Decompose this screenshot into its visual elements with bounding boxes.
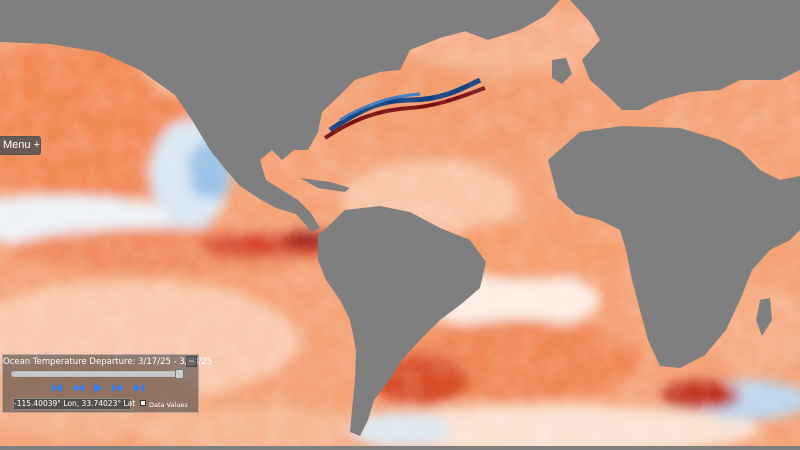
timeline-slider[interactable] [11, 369, 184, 379]
timeline-panel: Ocean Temperature Departure: 3/17/25 - 3… [2, 354, 213, 413]
data-values-label: Data Values [149, 401, 188, 409]
collapse-panel-button[interactable]: − [186, 356, 197, 367]
timeline-progress [12, 372, 179, 376]
rewind-icon[interactable] [71, 381, 85, 395]
fast-forward-icon[interactable] [111, 381, 125, 395]
skip-to-end-icon[interactable] [132, 381, 146, 395]
playback-controls [3, 381, 193, 395]
menu-button[interactable]: Menu + [0, 136, 41, 155]
play-icon[interactable] [91, 381, 105, 395]
data-values-checkbox[interactable] [140, 400, 146, 406]
timeline-handle[interactable] [174, 369, 184, 379]
map-title: Ocean Temperature Departure: 3/17/25 - 3… [3, 357, 213, 367]
cursor-coordinates: -115.40039° Lon, 33.74023° Lat [13, 398, 136, 410]
skip-to-start-icon[interactable] [50, 381, 64, 395]
